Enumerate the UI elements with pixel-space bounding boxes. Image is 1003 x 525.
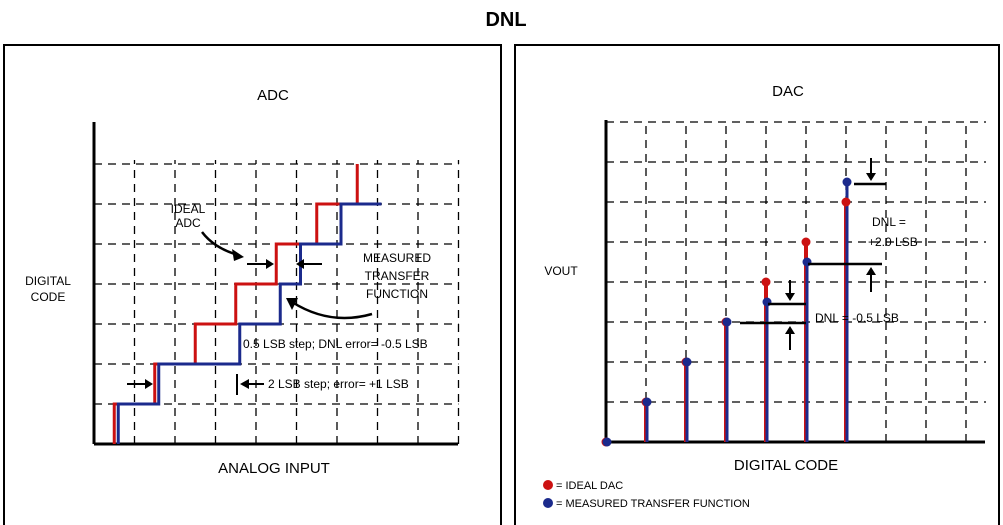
- dac-ylabel: VOUT: [544, 264, 578, 278]
- dac-stems: [601, 177, 852, 447]
- adc-ideal-label-line2: ADC: [175, 216, 201, 230]
- dac-neg-dnl-arrowhead-top: [785, 293, 795, 301]
- adc-measured-label-line3: FUNCTION: [366, 287, 428, 301]
- adc-ideal-arrowhead: [232, 249, 244, 261]
- dac-measured-point: [602, 437, 612, 447]
- dac-measured-point: [682, 357, 692, 367]
- adc-measured-arrowhead: [286, 298, 298, 310]
- dac-panel: DAC VOUT DIGITAL CODE DNL = +2.0 LSB DNL…: [514, 44, 1000, 525]
- adc-measured-arrow: [291, 300, 373, 320]
- adc-two-step-arrowhead: [240, 379, 249, 389]
- dac-dnl-pos-line1: DNL =: [872, 215, 906, 229]
- dac-grid: [606, 121, 986, 442]
- adc-ideal-label-line1: IDEAL: [171, 202, 206, 216]
- dac-xlabel: DIGITAL CODE: [734, 457, 838, 474]
- figure-title: DNL: [485, 9, 526, 31]
- adc-panel: ADC DIGITAL CODE ANALOG INPUT IDEAL ADC …: [3, 44, 502, 525]
- adc-half-step-arrowhead-right: [296, 259, 304, 269]
- adc-xlabel: ANALOG INPUT: [218, 460, 330, 477]
- adc-grid: [94, 160, 460, 444]
- legend-measured-label: = MEASURED TRANSFER FUNCTION: [556, 498, 750, 510]
- adc-ylabel-line2: CODE: [31, 290, 66, 304]
- adc-half-step-arrowhead-left: [266, 259, 274, 269]
- dac-legend: = IDEAL DAC = MEASURED TRANSFER FUNCTION: [543, 480, 750, 510]
- adc-measured-series-line: [116, 202, 382, 444]
- adc-two-step-note: 2 LSB step; error= +1 LSB: [268, 377, 409, 391]
- dac-dnl-neg: DNL = -0.5 LSB: [815, 311, 899, 325]
- adc-measured-label-line2: TRANSFER: [365, 269, 430, 283]
- adc-ylabel-line1: DIGITAL: [25, 274, 71, 288]
- dac-ideal-point: [841, 197, 851, 207]
- dac-panel-frame: [514, 44, 1000, 525]
- dac-measured-point: [722, 317, 732, 327]
- adc-ideal-series-line: [112, 164, 359, 444]
- legend-measured-marker: [543, 498, 553, 508]
- dac-dnl-pos-line2: +2.0 LSB: [868, 235, 918, 249]
- adc-panel-frame: [3, 44, 502, 525]
- adc-half-step-note: 0.5 LSB step; DNL error= -0.5 LSB: [243, 337, 428, 351]
- adc-title: ADC: [257, 87, 289, 104]
- dac-measured-point: [642, 397, 652, 407]
- dac-pos-dnl-arrowhead-bottom: [866, 267, 876, 275]
- adc-lsb-arrowhead-left: [145, 379, 153, 389]
- dac-pos-dnl-arrowhead-top: [866, 173, 876, 181]
- dac-ideal-point: [801, 237, 811, 247]
- legend-ideal-label: = IDEAL DAC: [556, 480, 623, 492]
- adc-measured-label-line1: MEASURED: [363, 251, 431, 265]
- legend-ideal-marker: [543, 480, 553, 490]
- dac-title: DAC: [772, 83, 804, 100]
- dac-neg-dnl-arrowhead-bottom: [785, 326, 795, 334]
- dac-ideal-point: [761, 277, 771, 287]
- dac-measured-point: [842, 177, 852, 187]
